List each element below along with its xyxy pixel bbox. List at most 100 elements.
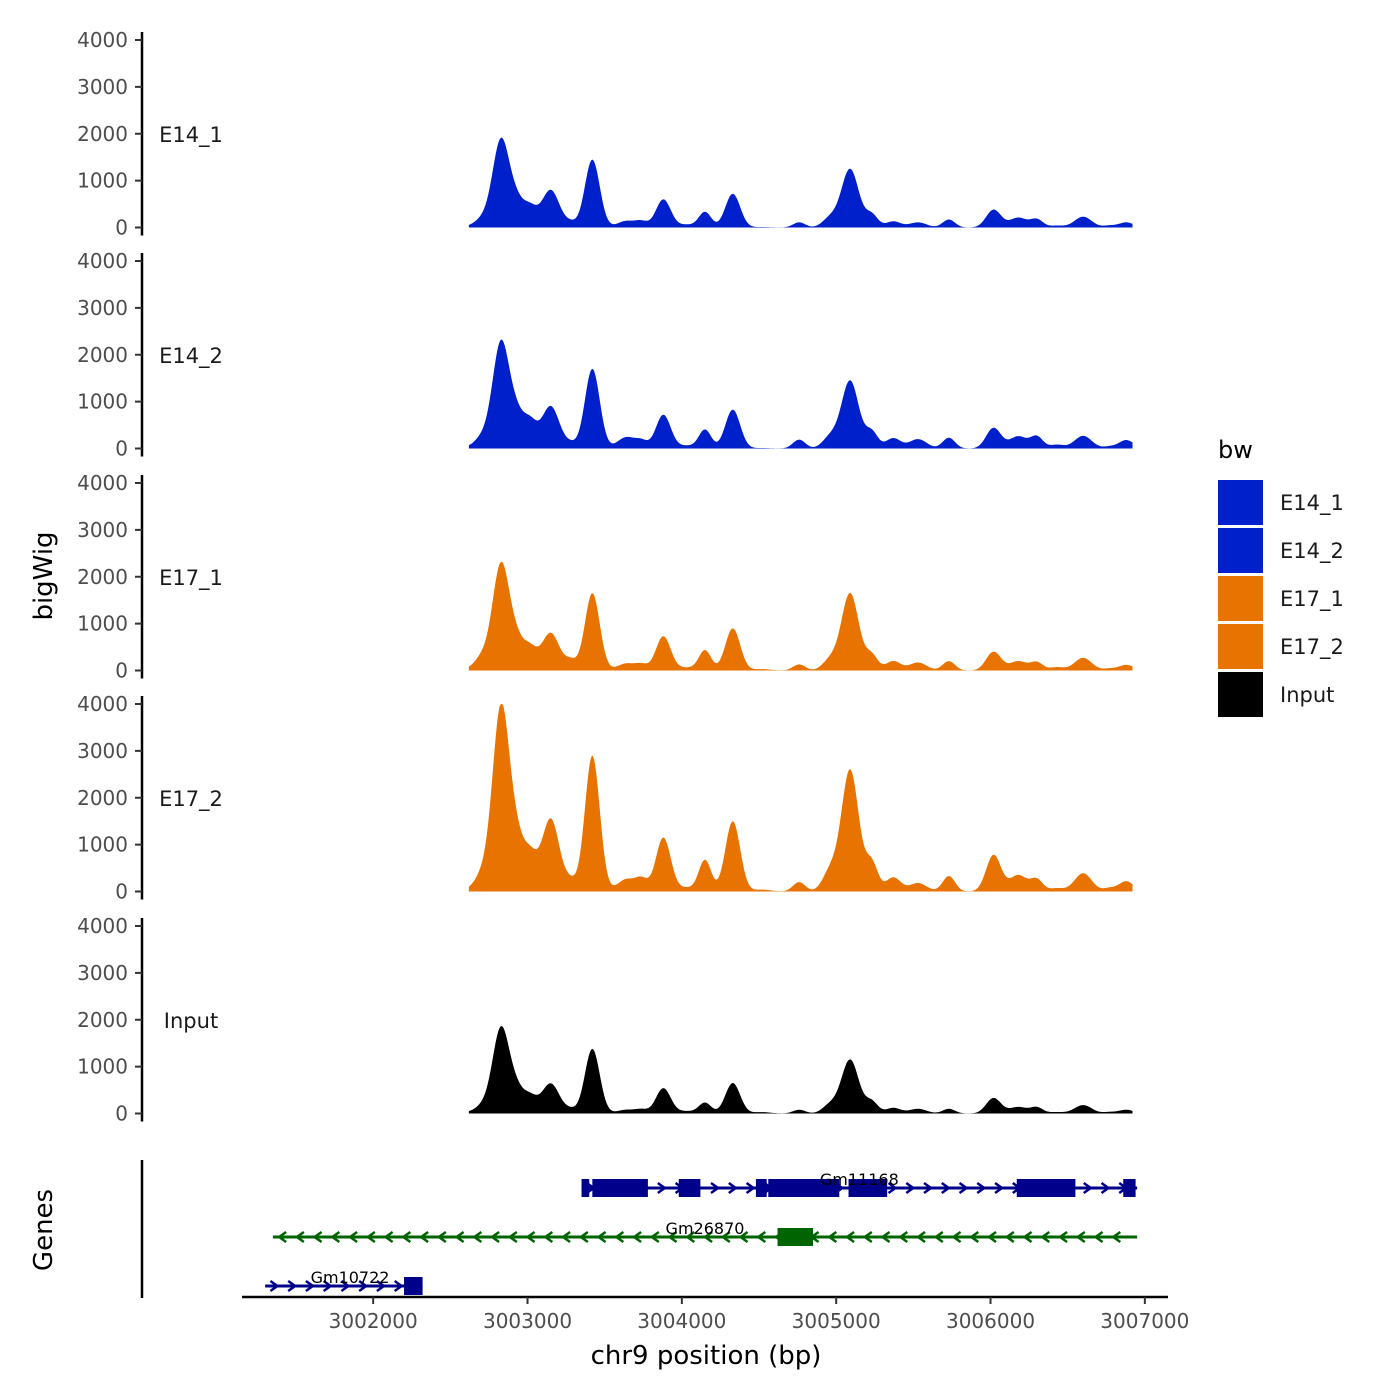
legend-swatch	[1218, 672, 1263, 717]
strand-arrow	[951, 1230, 962, 1244]
strand-arrow	[525, 1230, 536, 1244]
strand-arrow	[614, 1230, 625, 1244]
strand-arrow	[1100, 1181, 1111, 1195]
strand-arrow	[489, 1230, 500, 1244]
strand-arrow	[905, 1181, 916, 1195]
legend-label: E17_1	[1280, 587, 1344, 612]
strand-arrow	[685, 1230, 696, 1244]
legend-label: Input	[1280, 683, 1334, 707]
x-tick-label: 3004000	[637, 1309, 726, 1333]
legend-label: E14_2	[1280, 539, 1344, 564]
strand-arrow	[1083, 1181, 1093, 1195]
strand-arrow	[649, 1230, 660, 1244]
strand-arrow	[436, 1230, 447, 1244]
exon	[1016, 1179, 1076, 1197]
strand-arrow	[756, 1230, 767, 1244]
gene-gm10722: Gm10722	[265, 1268, 423, 1295]
strand-arrow	[543, 1230, 554, 1244]
legend-title: bw	[1218, 436, 1253, 464]
exon	[755, 1179, 767, 1197]
y-tick-label: 4000	[77, 914, 128, 938]
y-tick-label: 1000	[77, 612, 128, 636]
gene-label: Gm11168	[820, 1170, 899, 1189]
signal-area	[468, 1026, 1133, 1114]
y-tick-label: 2000	[77, 786, 128, 810]
strand-arrow	[347, 1230, 358, 1244]
strand-arrow	[393, 1279, 404, 1293]
legend: bw E14_1 E14_2 E17_1 E17_2 Input	[1218, 436, 1344, 717]
gene-label: Gm10722	[311, 1268, 390, 1287]
strand-arrow	[1040, 1230, 1051, 1244]
strand-arrow	[383, 1230, 394, 1244]
strand-arrow	[1093, 1230, 1104, 1244]
exon	[581, 1179, 590, 1197]
legend-swatch	[1218, 624, 1263, 669]
signal-area	[468, 704, 1133, 892]
strand-arrow	[720, 1230, 731, 1244]
strand-arrow	[631, 1230, 642, 1244]
track-panels: 0 1000 2000 3000 4000 E14_1 0 1000 2000 3000 4000 E…	[77, 28, 1133, 1126]
strand-arrow	[862, 1230, 873, 1244]
strand-arrow	[994, 1181, 1005, 1195]
y-tick-label: 1000	[77, 390, 128, 414]
strand-arrow	[728, 1181, 738, 1195]
strand-arrow	[358, 1279, 369, 1293]
strand-arrow	[969, 1230, 980, 1244]
x-tick-label: 3006000	[946, 1309, 1035, 1333]
strand-arrow	[454, 1230, 465, 1244]
strand-arrow	[1004, 1230, 1015, 1244]
strand-arrow	[827, 1230, 838, 1244]
strand-arrow	[745, 1181, 756, 1195]
legend-swatch	[1218, 480, 1263, 525]
gene-track: Gm11168 Gm26870 Gm10722	[140, 1160, 1138, 1298]
legend-entry: E14_2	[1218, 528, 1344, 573]
strand-arrow	[312, 1230, 323, 1244]
y-tick-label: 0	[115, 437, 128, 461]
strand-arrow	[1057, 1230, 1068, 1244]
y-tick-label: 0	[115, 659, 128, 683]
track-label: E17_1	[159, 566, 223, 591]
strand-arrow	[596, 1230, 607, 1244]
strand-arrow	[269, 1279, 280, 1293]
track-e17-2: 0 1000 2000 3000 4000 E17_2	[77, 692, 1133, 904]
y-tick-label: 2000	[77, 122, 128, 146]
y-tick-label: 2000	[77, 343, 128, 367]
track-e14-1: 0 1000 2000 3000 4000 E14_1	[77, 28, 1133, 240]
exon	[404, 1277, 423, 1295]
track-label: E14_1	[159, 123, 223, 148]
signal-area	[468, 137, 1133, 228]
strand-arrow	[472, 1230, 483, 1244]
x-tick-label: 3003000	[483, 1309, 572, 1333]
strand-arrow	[880, 1230, 891, 1244]
track-label: Input	[164, 1009, 218, 1033]
signal-area	[468, 339, 1133, 449]
y-tick-label: 1000	[77, 833, 128, 857]
strand-arrow	[287, 1279, 298, 1293]
y-tick-label: 0	[115, 216, 128, 240]
legend-label: E17_2	[1280, 635, 1344, 660]
exon	[848, 1179, 888, 1197]
strand-arrow	[667, 1230, 678, 1244]
strand-arrow	[365, 1230, 376, 1244]
strand-arrow	[1111, 1230, 1122, 1244]
strand-arrow	[507, 1230, 518, 1244]
strand-arrow	[844, 1230, 855, 1244]
y-tick-label: 3000	[77, 75, 128, 99]
y-tick-label: 3000	[77, 518, 128, 542]
strand-arrow	[276, 1230, 287, 1244]
legend-entry: E14_1	[1218, 480, 1344, 525]
legend-swatch	[1218, 528, 1263, 573]
y-tick-label: 3000	[77, 739, 128, 763]
gene-gm11168: Gm11168	[581, 1170, 1138, 1197]
gene-label: Gm26870	[666, 1219, 745, 1238]
y-tick-label: 2000	[77, 1008, 128, 1032]
exon	[678, 1179, 701, 1197]
strand-arrow	[958, 1181, 969, 1195]
strand-arrow	[923, 1181, 934, 1195]
strand-arrow	[898, 1230, 909, 1244]
y-tick-label: 4000	[77, 471, 128, 495]
track-input: 0 1000 2000 3000 4000 Input	[77, 914, 1133, 1126]
y-tick-label: 1000	[77, 1055, 128, 1079]
exon	[777, 1228, 814, 1246]
